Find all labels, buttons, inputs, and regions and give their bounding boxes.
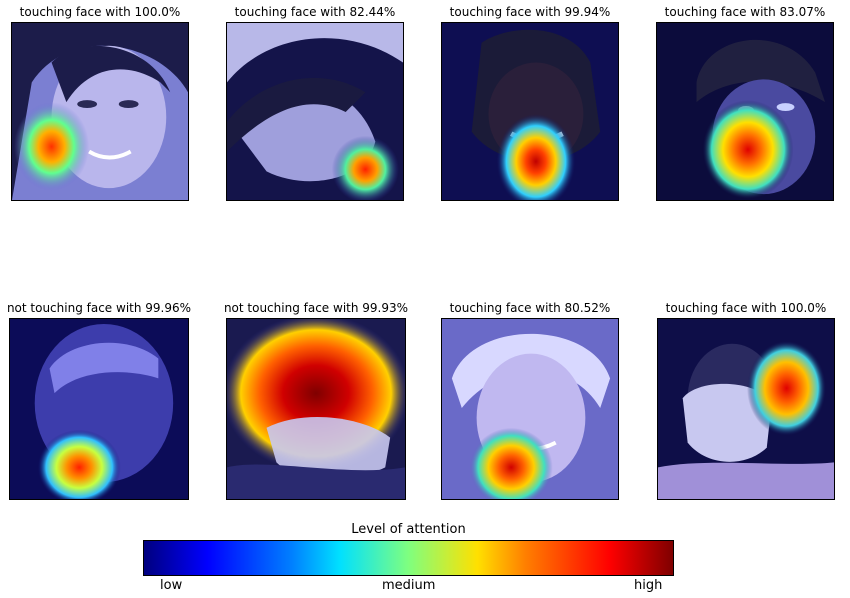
panel-caption: not touching face with 99.96% <box>6 301 192 315</box>
heatmap-panel-1: touching face with 100.0% <box>11 5 189 201</box>
heatmap-panel-5: not touching face with 99.96% <box>7 301 191 500</box>
heatmap-panel-7: touching face with 80.52% <box>441 301 619 500</box>
attention-heatmap-image <box>441 318 619 500</box>
heatmap-panel-6: not touching face with 99.93% <box>224 301 408 500</box>
panel-caption: touching face with 80.52% <box>449 301 611 315</box>
attention-heatmap-image <box>226 22 404 201</box>
colorbar-tick-high: high <box>634 578 663 593</box>
attention-heatmap-image <box>656 22 834 201</box>
panel-caption: touching face with 99.94% <box>449 5 611 19</box>
panel-caption: not touching face with 99.93% <box>223 301 409 315</box>
attention-heatmap-image <box>657 318 835 500</box>
heatmap-panel-2: touching face with 82.44% <box>226 5 404 201</box>
panel-caption: touching face with 83.07% <box>664 5 826 19</box>
attention-heatmap-image <box>226 318 406 500</box>
attention-colorbar <box>143 540 674 576</box>
colorbar-tick-medium: medium <box>382 578 436 593</box>
attention-heatmap-image <box>9 318 189 500</box>
panel-caption: touching face with 100.0% <box>665 301 827 315</box>
colorbar-tick-low: low <box>160 578 183 593</box>
panel-caption: touching face with 82.44% <box>234 5 396 19</box>
colorbar-title: Level of attention <box>351 522 466 537</box>
heatmap-panel-8: touching face with 100.0% <box>657 301 835 500</box>
heatmap-panel-3: touching face with 99.94% <box>441 5 619 201</box>
heatmap-panel-4: touching face with 83.07% <box>656 5 834 201</box>
attention-heatmap-image <box>11 22 189 201</box>
panel-caption: touching face with 100.0% <box>19 5 181 19</box>
attention-heatmap-image <box>441 22 619 201</box>
